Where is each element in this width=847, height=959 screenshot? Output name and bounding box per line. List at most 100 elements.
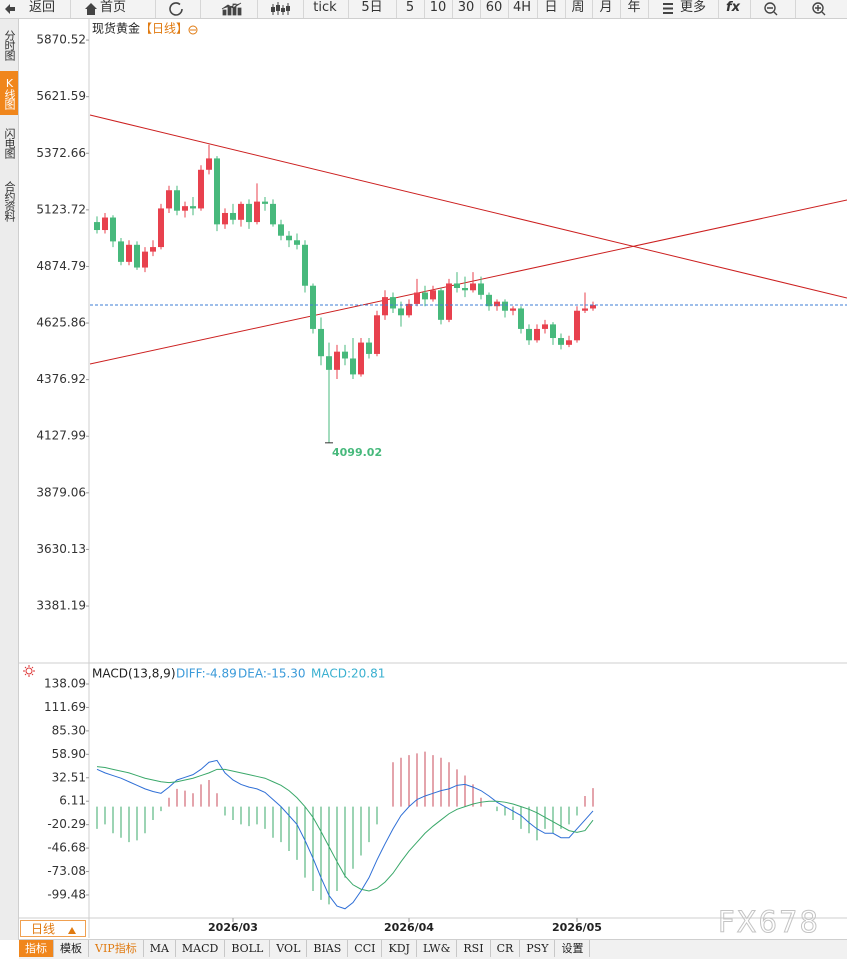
macd-label: MACD:20.81: [311, 667, 385, 681]
back-icon[interactable]: [5, 4, 15, 14]
period-tab[interactable]: tick: [313, 0, 337, 15]
candle-body: [550, 324, 556, 339]
candle-body: [182, 206, 188, 211]
bottom-tab[interactable]: MACD: [176, 940, 226, 957]
bottom-tab[interactable]: 模板: [54, 940, 89, 957]
candle-body: [382, 297, 388, 316]
candle-body: [158, 208, 164, 248]
y-tick-label: 5870.52: [36, 33, 86, 47]
candle-body: [126, 244, 132, 262]
period-button[interactable]: 日线: [20, 920, 86, 937]
candle-body: [494, 301, 500, 307]
bottom-tab[interactable]: 指标: [19, 940, 54, 957]
home-button[interactable]: 首页: [99, 0, 127, 15]
separator: [452, 0, 453, 18]
candle-icon[interactable]: [272, 2, 289, 15]
date-label: 2026/05: [552, 921, 602, 934]
period-tab[interactable]: 5日: [361, 0, 383, 15]
refresh-icon[interactable]: [169, 2, 183, 16]
separator: [565, 0, 566, 18]
candle-body: [110, 217, 116, 242]
date-label: 2026/03: [208, 921, 258, 934]
y-tick-label: -73.08: [47, 864, 86, 878]
period-tab[interactable]: 30: [457, 0, 475, 15]
side-tab[interactable]: 闪电图: [3, 128, 16, 158]
candle-body: [478, 283, 484, 295]
period-tab[interactable]: 日: [544, 0, 558, 15]
y-tick-label: -99.48: [47, 887, 86, 901]
separator: [508, 0, 509, 18]
y-tick-label: 85.30: [52, 723, 86, 737]
y-tick-label: 138.09: [44, 676, 86, 690]
more-button[interactable]: 更多: [679, 0, 707, 15]
period-tab[interactable]: 周: [571, 0, 585, 15]
candle-body: [574, 310, 580, 341]
bottom-tab[interactable]: RSI: [457, 940, 491, 957]
candle-body: [214, 158, 220, 225]
separator: [718, 0, 719, 18]
candle-body: [502, 301, 508, 311]
bottom-tab[interactable]: CR: [491, 940, 521, 957]
period-tab[interactable]: 4H: [512, 0, 532, 15]
candle-body: [262, 201, 268, 204]
candle-body: [366, 342, 372, 354]
period-tab[interactable]: 10: [429, 0, 447, 15]
side-tab[interactable]: 合约资料: [3, 181, 16, 221]
bottom-tab[interactable]: MA: [144, 940, 176, 957]
candle-body: [246, 203, 252, 223]
candle-body: [398, 308, 404, 316]
candle-body: [326, 356, 332, 370]
bottom-tab[interactable]: BOLL: [225, 940, 271, 957]
bottom-tab[interactable]: VOL: [270, 940, 308, 957]
candle-body: [462, 288, 468, 291]
y-tick-label: -46.68: [47, 841, 86, 855]
side-tabs: 分时图 K线图闪电图合约资料: [0, 19, 19, 940]
zoom-out-icon[interactable]: [764, 2, 776, 14]
separator: [348, 0, 349, 18]
bar-icon[interactable]: [221, 2, 242, 16]
candle-body: [526, 328, 532, 341]
indicator-icon[interactable]: [23, 665, 35, 677]
side-tab[interactable]: 分时图: [3, 30, 16, 60]
up-arrow: [68, 927, 76, 934]
period-label: 【日线】: [140, 22, 188, 36]
separator: [70, 0, 71, 18]
candle-body: [318, 328, 324, 357]
more-icon[interactable]: [663, 3, 673, 14]
bottom-tab[interactable]: 设置: [555, 940, 591, 957]
separator: [620, 0, 621, 18]
candle-body: [222, 212, 228, 225]
back-button[interactable]: 返回: [28, 0, 56, 15]
period-tab[interactable]: 月: [599, 0, 613, 15]
period-tab[interactable]: 60: [485, 0, 503, 15]
zoom-in-icon[interactable]: [812, 2, 824, 14]
candle-body: [302, 244, 308, 286]
fx-button[interactable]: fx: [725, 0, 741, 15]
separator: [303, 0, 304, 18]
separator: [257, 0, 258, 18]
bottom-tab[interactable]: CCI: [348, 940, 383, 957]
bottom-tab[interactable]: PSY: [520, 940, 556, 957]
side-tab[interactable]: K线图: [0, 71, 18, 115]
separator: [795, 0, 796, 18]
period-tab[interactable]: 5: [405, 0, 415, 15]
dea-label: DEA:-15.30: [238, 667, 306, 681]
watermark: FX678: [718, 905, 820, 939]
candle-body: [174, 190, 180, 211]
bottom-tab[interactable]: LW&: [417, 940, 458, 957]
bottom-tab[interactable]: BIAS: [307, 940, 349, 957]
candle-body: [142, 251, 148, 268]
candle-body: [118, 241, 124, 262]
y-tick-label: 5123.72: [36, 202, 86, 216]
diff-label: DIFF:-4.89: [176, 667, 237, 681]
separator: [592, 0, 593, 18]
y-tick-label: 3879.06: [36, 485, 86, 499]
collapse-icon[interactable]: [188, 25, 198, 35]
candle-body: [310, 285, 316, 329]
bottom-tab[interactable]: VIP指标: [89, 940, 144, 957]
candle-body: [358, 342, 364, 375]
candle-body: [190, 206, 196, 209]
bottom-tab[interactable]: KDJ: [382, 940, 417, 957]
home-icon[interactable]: [85, 3, 97, 15]
period-tab[interactable]: 年: [627, 0, 641, 15]
